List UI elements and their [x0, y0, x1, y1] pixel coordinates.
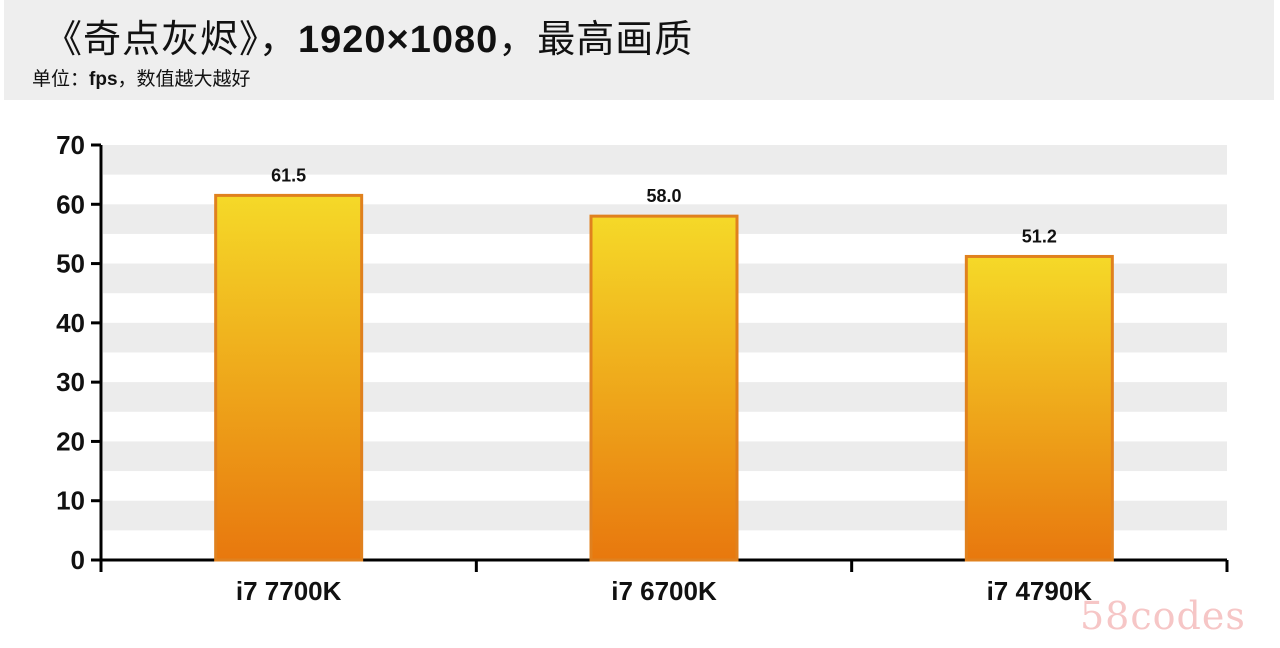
- bar-value-label: 51.2: [1022, 226, 1057, 246]
- bar-value-label: 58.0: [646, 186, 681, 206]
- y-tick-label: 40: [56, 308, 85, 338]
- watermark: 58codes: [1080, 594, 1246, 638]
- y-tick-label: 10: [56, 486, 85, 516]
- y-tick-label: 60: [56, 189, 85, 219]
- chart-title: 《奇点灰烬》，1920×1080，最高画质: [44, 17, 694, 61]
- chart-subtitle: 单位：fps，数值越大越好: [32, 68, 251, 90]
- x-tick-label: i7 7700K: [236, 576, 342, 606]
- bar-value-label: 61.5: [271, 165, 306, 185]
- chart-header: 《奇点灰烬》，1920×1080，最高画质 单位：fps，数值越大越好: [4, 0, 1274, 100]
- y-tick-label: 30: [56, 367, 85, 397]
- y-tick-label: 0: [71, 545, 85, 575]
- bars: [214, 193, 1114, 562]
- x-tick-label: i7 6700K: [611, 576, 717, 606]
- y-tick-label: 20: [56, 426, 85, 456]
- bar: [214, 193, 364, 562]
- grid-band: [103, 145, 1227, 175]
- y-tick-label: 70: [56, 130, 85, 160]
- y-tick-label: 50: [56, 249, 85, 279]
- bar: [589, 214, 739, 562]
- bar: [964, 254, 1114, 562]
- x-tick-label: i7 4790K: [987, 576, 1093, 606]
- labels: 0 10 20 30 40 50 60 70 61.5 i7 7700K 58.0 i7 6700K 5…: [56, 130, 1092, 606]
